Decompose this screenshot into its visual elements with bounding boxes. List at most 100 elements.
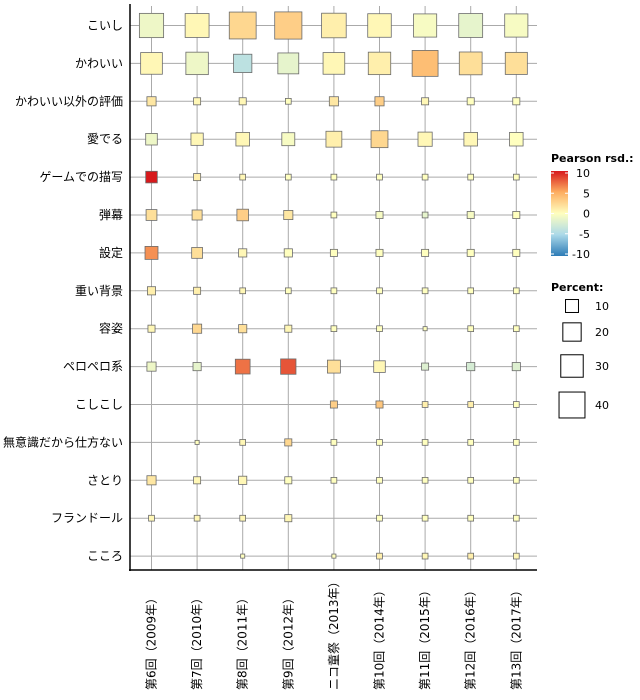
mosaic-cell — [284, 324, 293, 333]
x-tick-label: 第7回（2010年） — [190, 592, 204, 690]
mosaic-cell — [467, 401, 474, 408]
mosaic-cell — [421, 362, 430, 371]
mosaic-cell — [512, 211, 521, 219]
mosaic-cell — [285, 98, 292, 105]
mosaic-cell — [283, 210, 294, 220]
mosaic-cell — [422, 326, 428, 332]
mosaic-cell — [140, 52, 163, 75]
mosaic-cell — [329, 248, 338, 257]
mosaic-cell — [466, 362, 476, 372]
y-tick-label: こいし — [87, 19, 123, 33]
mosaic-cell — [330, 439, 338, 446]
mosaic-cell — [421, 552, 429, 560]
mosaic-cell — [513, 401, 520, 408]
mosaic-cell — [467, 552, 474, 560]
mosaic-cell — [284, 438, 293, 447]
x-tick-label: 第12回（2016年） — [464, 584, 478, 690]
mosaic-cell — [185, 51, 209, 76]
mosaic-cell — [376, 477, 383, 484]
mosaic-cell — [511, 362, 521, 372]
mosaic-cell — [467, 439, 474, 446]
y-tick-label: 無意識だから仕方ない — [3, 434, 123, 449]
size-legend-label: 30 — [595, 360, 609, 373]
mosaic-cell — [193, 97, 202, 106]
mosaic-cell — [191, 247, 203, 259]
size-legend-label: 20 — [595, 326, 609, 339]
y-tick-label: 設定 — [99, 245, 123, 260]
mosaic-cell — [280, 358, 297, 375]
size-legend-square — [562, 322, 582, 342]
y-tick-label: さとり — [87, 473, 123, 487]
colorbar-title: Pearson rsd.: — [551, 152, 634, 165]
mosaic-cell — [146, 361, 157, 372]
mosaic-cell — [281, 132, 296, 147]
mosaic-cell — [184, 13, 210, 38]
colorbar-tick-label: 5 — [583, 187, 590, 200]
mosaic-cell — [239, 439, 246, 446]
axes — [129, 4, 537, 571]
size-legend-label: 40 — [595, 399, 609, 412]
mosaic-cell — [330, 173, 338, 181]
y-tick-label: こころ — [87, 549, 123, 563]
mosaic-cell — [417, 131, 433, 147]
size-legend-square — [560, 354, 584, 378]
mosaic-cell — [238, 475, 248, 485]
mosaic-cell — [376, 552, 383, 560]
mosaic-cell — [145, 133, 158, 146]
y-tick-label: かわいい以外の評価 — [15, 93, 123, 108]
mosaic-cell — [148, 514, 155, 522]
mosaic-cell — [375, 248, 384, 257]
mosaic-cell — [277, 52, 300, 75]
mosaic-cell — [513, 287, 520, 295]
mosaic-cell — [138, 12, 165, 39]
y-tick-label: かわいい — [75, 56, 123, 70]
mosaic-cell — [238, 324, 248, 334]
mosaic-cell — [509, 132, 524, 147]
mosaic-cell — [330, 325, 338, 332]
cells-layer — [138, 11, 529, 560]
mosaic-cell — [328, 96, 339, 107]
mosaic-cell — [193, 514, 201, 522]
y-tick-label: フランドール — [51, 511, 123, 525]
mosaic-cell — [239, 287, 246, 295]
mosaic-cell — [376, 514, 383, 522]
mosaic-cell — [236, 208, 249, 222]
mosaic-cell — [193, 173, 202, 182]
mosaic-cell — [367, 51, 392, 76]
colorbar-legend: Pearson rsd.: 10 5 0 -5 -10 — [551, 152, 634, 261]
mosaic-cell — [283, 248, 293, 258]
mosaic-cell — [376, 325, 383, 332]
mosaic-cell — [193, 286, 202, 295]
y-tick-label: 重い背景 — [75, 284, 123, 298]
x-tick-labels: 第6回（2009年） 第7回（2010年） 第8回（2011年） 第9回（2012年）… — [145, 575, 524, 690]
mosaic-cell — [145, 170, 158, 184]
mosaic-cell — [421, 401, 429, 408]
x-tick-label: 第10回（2014年） — [373, 584, 387, 690]
mosaic-cell — [466, 248, 475, 257]
x-tick-label: 第11回（2015年） — [418, 584, 432, 690]
mosaic-cell — [458, 13, 484, 38]
mosaic-cell — [458, 51, 483, 76]
mosaic-cell — [327, 359, 341, 374]
size-legend-title: Percent: — [551, 281, 603, 294]
mosaic-cell — [190, 132, 204, 146]
mosaic-cell — [321, 12, 347, 39]
mosaic-cell — [513, 514, 520, 522]
mosaic-cell — [513, 439, 520, 446]
mosaic-cell — [325, 130, 343, 148]
mosaic-cell — [513, 477, 520, 484]
mosaic-cell — [370, 130, 389, 149]
mosaic-cell — [191, 209, 203, 221]
mosaic-cell — [421, 287, 429, 295]
mosaic-cell — [144, 246, 159, 260]
mosaic-cell — [192, 323, 203, 334]
mosaic-cell — [376, 439, 383, 446]
size-legend-square — [558, 391, 586, 419]
x-tick-label: 第9回（2012年） — [281, 592, 295, 690]
mosaic-cell — [193, 476, 202, 485]
mosaic-cell — [238, 248, 248, 258]
mosaic-cell — [373, 360, 386, 373]
y-tick-label: ゲームでの描写 — [39, 170, 123, 184]
colorbar-tick-label: -5 — [579, 228, 590, 241]
mosaic-cell — [467, 514, 474, 522]
